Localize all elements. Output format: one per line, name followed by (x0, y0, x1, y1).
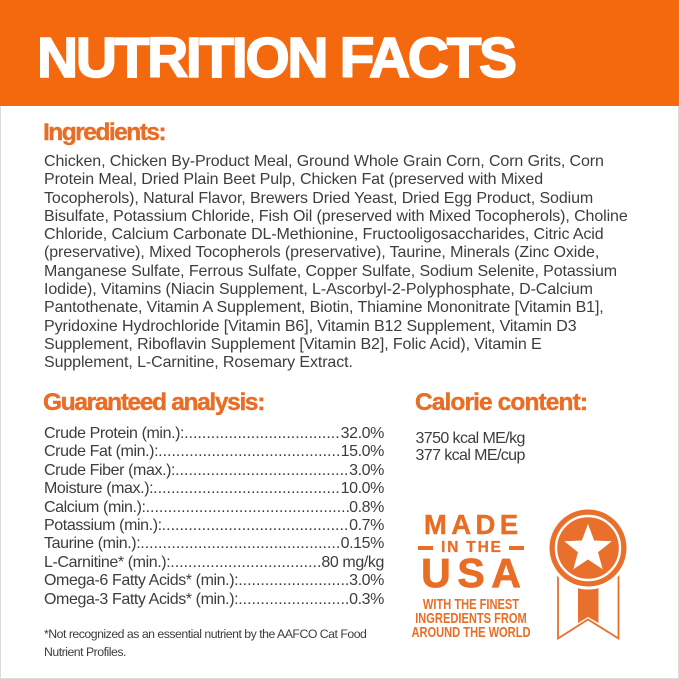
analysis-value: 3.0% (349, 572, 384, 590)
analysis-value: 0.8% (349, 498, 384, 516)
analysis-value: 15.0% (340, 443, 385, 461)
analysis-label: Crude Fiber (max.): (44, 461, 176, 479)
aafco-footnote: *Not recognized as an essential nutrient… (44, 627, 367, 660)
ingredients-text: Chicken, Chicken By-Product Meal, Ground… (44, 153, 628, 372)
analysis-value: 10.0% (340, 480, 385, 498)
usa-tagline: WITH THE FINEST INGREDIENTS FROM AROUND … (411, 595, 531, 641)
analysis-value: 0.15% (340, 535, 385, 553)
dot-leader (184, 425, 341, 443)
analysis-row-taurine: Taurine (min.): 0.15% (44, 535, 384, 553)
left-dash (418, 546, 434, 550)
analysis-label: Crude Protein (min.): (44, 425, 185, 442)
analysis-label: Moisture (max.): (44, 480, 154, 498)
analysis-label: Calcium (min.): (44, 498, 146, 516)
ingredients-heading: Ingredients: (43, 118, 167, 146)
made-in-usa-badge: MADE IN THE USA WITH THE FINEST INGREDIE… (406, 505, 536, 645)
dot-leader (238, 572, 349, 590)
analysis-label: Taurine (min.): (44, 535, 141, 553)
dot-leader (170, 554, 321, 572)
analysis-row-moisture: Moisture (max.): 10.0% (44, 480, 384, 498)
in-the-row: IN THE (406, 540, 536, 556)
dot-leader (175, 462, 349, 480)
dot-leader (238, 591, 349, 609)
analysis-value: 0.7% (349, 517, 384, 535)
analysis-row-crude-protein: Crude Protein (min.): 32.0% (44, 425, 384, 443)
analysis-row-omega-6: Omega-6 Fatty Acids* (min.): 3.0% (44, 572, 384, 590)
analysis-label: Omega-6 Fatty Acids* (min.): (44, 572, 239, 590)
analysis-value: 32.0% (340, 425, 385, 442)
usa-text: USA (421, 550, 528, 596)
analysis-label: L-Carnitine* (min.): (44, 553, 171, 571)
analysis-row-omega-3: Omega-3 Fatty Acids* (min.): 0.3% (44, 591, 384, 609)
analysis-label: Potassium (min.): (44, 517, 162, 535)
analysis-value: 80 mg/kg (321, 553, 384, 571)
header-bar: NUTRITION FACTS (0, 0, 679, 106)
analysis-row-potassium: Potassium (min.): 0.7% (44, 517, 384, 535)
made-text: MADE (423, 509, 523, 541)
dot-leader (158, 443, 341, 461)
calorie-values: 3750 kcal ME/kg 377 kcal ME/cup (415, 429, 526, 464)
guaranteed-analysis-table: Crude Protein (min.): 32.0% Crude Fat (mi… (44, 425, 384, 609)
analysis-label: Omega-3 Fatty Acids* (min.): (44, 590, 239, 608)
dot-leader (140, 535, 340, 553)
dot-leader (146, 499, 350, 517)
page-title: NUTRITION FACTS (36, 25, 518, 90)
dot-leader (153, 480, 340, 498)
analysis-row-calcium: Calcium (min.): 0.8% (44, 499, 384, 517)
guaranteed-analysis-heading: Guaranteed analysis: (43, 389, 266, 417)
in-the-text: IN THE (441, 539, 503, 556)
analysis-value: 3.0% (349, 461, 384, 479)
dot-leader (162, 517, 349, 535)
right-dash (508, 546, 524, 550)
analysis-row-crude-fiber: Crude Fiber (max.): 3.0% (44, 462, 384, 480)
analysis-label: Crude Fat (min.): (44, 443, 159, 461)
award-ribbon-icon (546, 506, 630, 641)
analysis-value: 0.3% (349, 590, 384, 608)
analysis-row-crude-fat: Crude Fat (min.): 15.0% (44, 443, 384, 461)
calorie-heading: Calorie content: (415, 389, 588, 417)
analysis-row-l-carnitine: L-Carnitine* (min.): 80 mg/kg (44, 554, 384, 572)
